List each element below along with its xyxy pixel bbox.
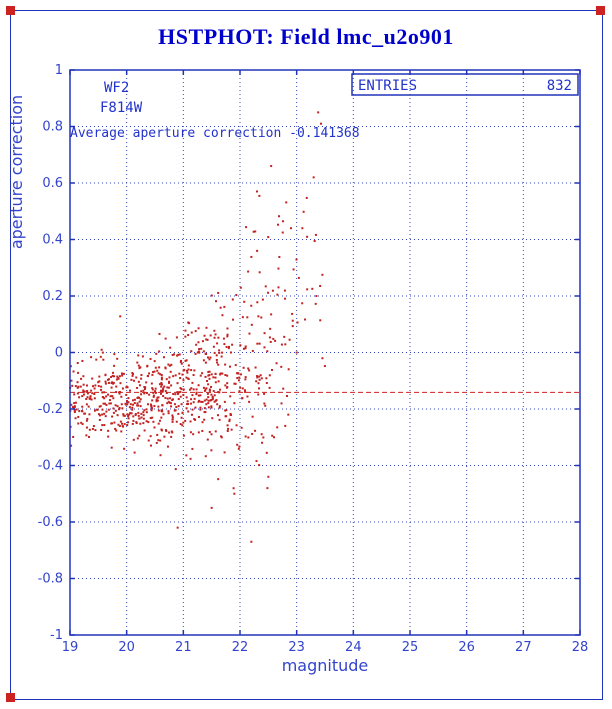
svg-text:1: 1 (55, 63, 63, 78)
average-correction-label: Average aperture correction -0.141368 (70, 126, 360, 141)
svg-text:0.2: 0.2 (42, 289, 63, 304)
svg-text:27: 27 (515, 640, 532, 655)
svg-text:-0.4: -0.4 (38, 459, 63, 474)
svg-text:23: 23 (288, 640, 305, 655)
svg-text:24: 24 (345, 640, 362, 655)
corner-handle-bottom-left[interactable] (6, 693, 15, 702)
corner-handle-top-left[interactable] (6, 6, 15, 15)
camera-label: WF2 (104, 80, 129, 96)
svg-text:21: 21 (175, 640, 192, 655)
y-axis-title: aperture correction (7, 95, 26, 249)
axis-frame-layer (69, 69, 581, 636)
grid-layer (70, 70, 580, 635)
svg-text:26: 26 (458, 640, 475, 655)
svg-text:0.4: 0.4 (42, 233, 63, 248)
corner-handle-top-right[interactable] (596, 6, 605, 15)
svg-text:-0.6: -0.6 (38, 515, 63, 530)
svg-text:-0.8: -0.8 (38, 572, 63, 587)
x-axis-title: magnitude (282, 656, 369, 675)
svg-text:19: 19 (62, 640, 79, 655)
svg-text:20: 20 (118, 640, 135, 655)
entries-box: ENTRIES 832 (351, 73, 579, 96)
svg-text:28: 28 (572, 640, 589, 655)
svg-text:-0.2: -0.2 (38, 402, 63, 417)
chart-title: HSTPHOT: Field lmc_u2o901 (158, 24, 454, 49)
tick-label-layer: 19 20 21 22 23 24 25 26 27 28 -1 -0.8 -0.6 -0.4 -0.2 0 0… (38, 63, 589, 655)
entries-value: 832 (547, 78, 572, 94)
window-border (10, 10, 603, 700)
scatter-points (69, 111, 326, 543)
svg-text:0.6: 0.6 (42, 176, 63, 191)
entries-label: ENTRIES (358, 78, 417, 94)
filter-label: F814W (100, 100, 143, 116)
svg-text:-1: -1 (50, 628, 63, 643)
svg-text:22: 22 (232, 640, 249, 655)
svg-text:0: 0 (55, 346, 63, 361)
svg-text:25: 25 (402, 640, 419, 655)
svg-text:0.8: 0.8 (42, 120, 63, 135)
